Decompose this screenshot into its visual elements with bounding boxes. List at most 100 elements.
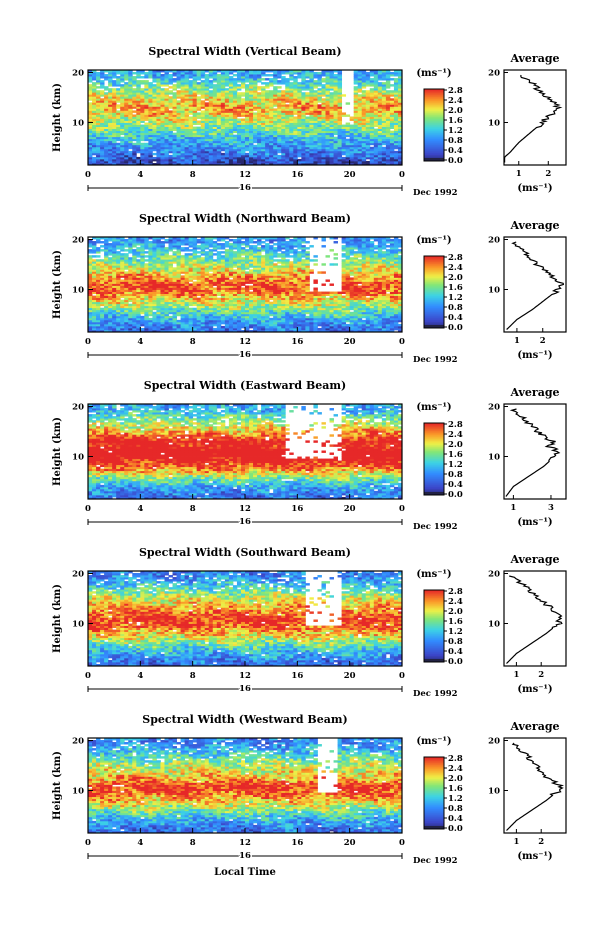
heatmap-cell: [88, 325, 93, 329]
heatmap-cell: [124, 273, 129, 276]
heatmap-cell: [192, 162, 198, 166]
heatmap-cell: [184, 295, 190, 299]
heatmap-cell: [164, 273, 169, 276]
heatmap-cell: [397, 132, 403, 136]
heatmap-cell: [88, 323, 93, 327]
heatmap-cell: [108, 299, 113, 303]
heatmap-cell: [361, 92, 367, 95]
heatmap-cell: [180, 317, 186, 321]
heatmap-cell: [128, 134, 133, 138]
heatmap-cell: [164, 287, 169, 290]
heatmap-cell: [136, 72, 141, 75]
heatmap-cell: [329, 152, 334, 156]
heatmap-cell: [349, 144, 355, 148]
heatmap-cell: [212, 295, 218, 299]
heatmap-cell: [236, 148, 242, 152]
heatmap-cell: [200, 237, 206, 240]
colorbar-segment: [424, 123, 444, 126]
heatmap-cell: [192, 265, 198, 268]
heatmap-cell: [216, 259, 222, 262]
heatmap-cell: [172, 239, 177, 242]
heatmap-cell: [108, 283, 113, 286]
heatmap-cell: [128, 249, 133, 252]
heatmap-cell: [168, 76, 173, 79]
heatmap-cell: [337, 150, 343, 154]
heatmap-cell: [140, 265, 145, 268]
heatmap-cell: [236, 94, 242, 97]
heatmap-cell: [96, 247, 101, 250]
heatmap-cell: [265, 90, 270, 93]
heatmap-cell: [132, 239, 137, 242]
heatmap-cell: [289, 84, 294, 87]
heatmap-cell: [228, 130, 234, 134]
heatmap-cell: [309, 156, 314, 160]
heatmap-cell: [373, 136, 379, 140]
heatmap-cell: [136, 261, 141, 264]
heatmap-cell: [289, 76, 294, 79]
heatmap-cell: [281, 162, 286, 166]
heatmap-cell: [156, 251, 161, 254]
heatmap-cell: [204, 307, 210, 311]
heatmap-cell: [265, 106, 270, 109]
heatmap-cell: [188, 289, 194, 292]
heatmap-cell: [208, 279, 214, 282]
heatmap-cell: [212, 134, 218, 138]
heatmap-cell: [184, 279, 190, 282]
heatmap-cell: [180, 289, 186, 292]
heatmap-cell: [144, 116, 149, 119]
heatmap-cell: [277, 154, 282, 158]
colorbar-segment: [424, 105, 444, 108]
heatmap-cell: [345, 154, 351, 158]
heatmap-cell: [148, 76, 153, 79]
heatmap-cell: [269, 158, 274, 162]
heatmap-cell: [152, 299, 157, 303]
heatmap-cell: [204, 301, 210, 305]
heatmap-cell: [192, 86, 198, 89]
heatmap-cell: [337, 106, 343, 109]
heatmap-cell: [156, 279, 161, 282]
heatmap-cell: [108, 321, 113, 325]
heatmap-cell: [96, 78, 101, 81]
heatmap-cell: [164, 309, 169, 313]
heatmap-cell: [204, 283, 210, 286]
heatmap-cell: [232, 162, 238, 166]
heatmap-cell: [216, 257, 222, 260]
heatmap-cell: [220, 74, 226, 77]
heatmap-cell: [369, 116, 375, 119]
heatmap-cell: [180, 116, 186, 119]
heatmap-cell: [136, 84, 141, 87]
heatmap-cell: [245, 130, 250, 134]
heatmap-cell: [88, 124, 93, 127]
heatmap-cell: [381, 162, 387, 166]
heatmap-cell: [132, 80, 137, 83]
heatmap-cell: [301, 122, 306, 125]
heatmap-cell: [216, 94, 222, 97]
heatmap-cell: [381, 160, 387, 164]
heatmap-cell: [196, 128, 202, 132]
heatmap-cell: [245, 158, 250, 162]
heatmap-cell: [176, 323, 181, 327]
heatmap-cell: [281, 98, 286, 101]
heatmap-cell: [120, 255, 125, 258]
heatmap-cell: [249, 134, 254, 138]
heatmap-cell: [164, 293, 169, 297]
heatmap-cell: [228, 118, 234, 121]
heatmap-cell: [140, 88, 145, 91]
heatmap-cell: [132, 152, 137, 156]
heatmap-cell: [196, 74, 202, 77]
heatmap-cell: [389, 124, 395, 127]
heatmap-cell: [92, 92, 97, 95]
heatmap-cell: [285, 92, 290, 95]
heatmap-cell: [228, 144, 234, 148]
heatmap-cell: [148, 108, 153, 111]
heatmap-cell: [128, 237, 133, 240]
heatmap-cell: [369, 156, 375, 160]
heatmap-cell: [353, 100, 359, 103]
heatmap-cell: [269, 144, 274, 148]
heatmap-cell: [132, 78, 137, 81]
heatmap-cell: [317, 82, 322, 85]
heatmap-cell: [277, 162, 282, 166]
heatmap-cell: [176, 152, 181, 156]
heatmap-cell: [216, 122, 222, 125]
heatmap-cell: [321, 140, 326, 144]
